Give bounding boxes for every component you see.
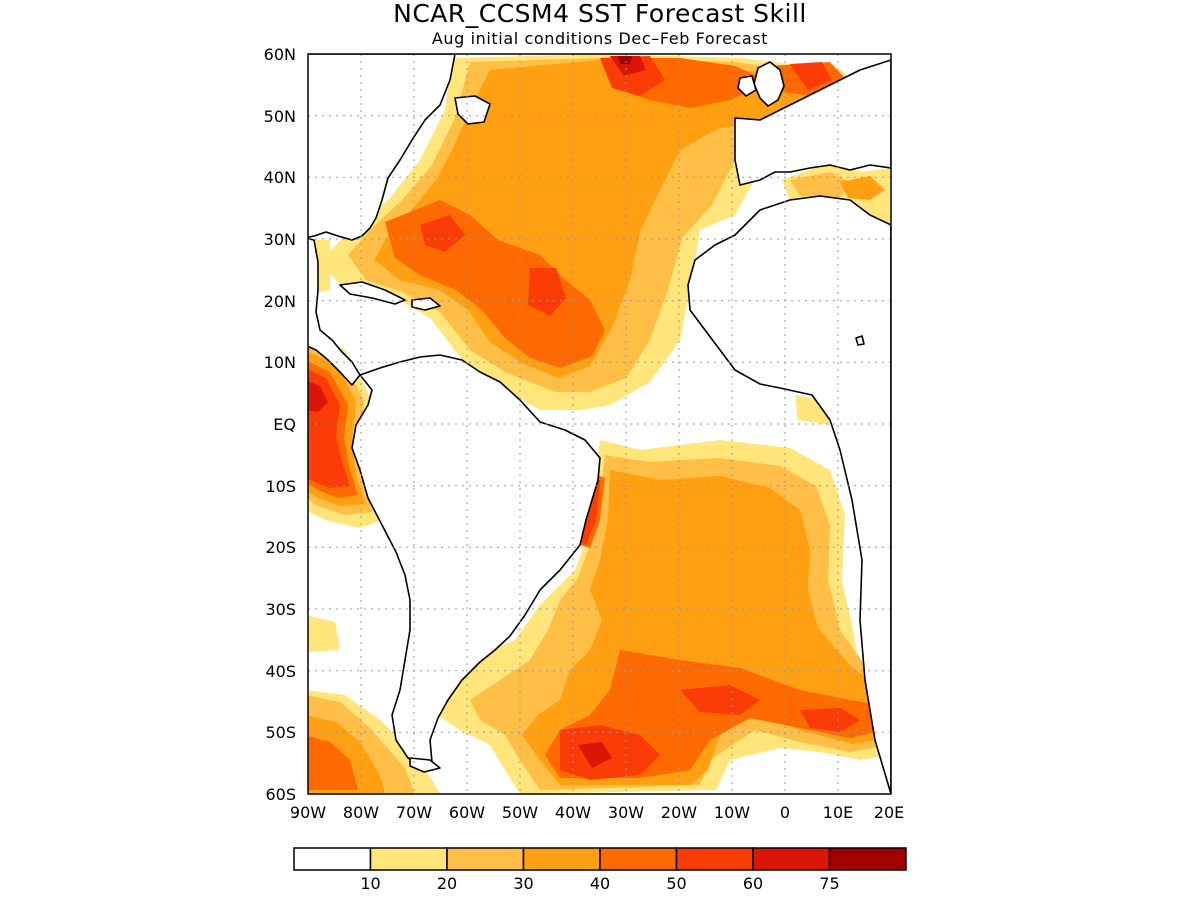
lon-tick-label: 40W	[555, 803, 591, 822]
colorbar-swatch-40	[599, 847, 678, 871]
colorbar-label: 40	[590, 874, 610, 893]
colorbar-label: 50	[666, 874, 686, 893]
ireland	[737, 75, 757, 97]
skill-level-60	[308, 56, 646, 768]
lat-tick-label: 10N	[264, 353, 296, 372]
canary-islands	[855, 335, 865, 346]
colorbar-swatch-75	[828, 847, 907, 871]
lat-tick-label: 30N	[264, 230, 296, 249]
lat-tick-label: 10S	[265, 477, 296, 496]
figure-title: NCAR_CCSM4 SST Forecast Skill	[393, 0, 807, 28]
lat-tick-label: 20N	[264, 292, 296, 311]
figure-subtitle: Aug initial conditions Dec–Feb Forecast	[432, 29, 768, 48]
skill-level-75	[618, 56, 632, 64]
lat-tick-label: 40N	[264, 168, 296, 187]
colorbar-swatch-20	[446, 847, 525, 871]
colorbar-swatch-10	[369, 847, 448, 871]
map-plot-area	[308, 54, 891, 794]
europe-landmass	[734, 59, 891, 186]
map-frame	[307, 53, 892, 795]
colorbar-label: 20	[437, 874, 457, 893]
lon-tick-label: 80W	[343, 803, 379, 822]
lat-tick-label: 50S	[265, 723, 296, 742]
lon-tick-label: 60W	[449, 803, 485, 822]
lon-tick-label: 20W	[661, 803, 697, 822]
lat-tick-label: EQ	[273, 415, 296, 434]
lon-tick-label: 0	[780, 803, 790, 822]
lon-tick-label: 20E	[874, 803, 904, 822]
lat-tick-label: 30S	[265, 600, 296, 619]
coastlines	[308, 54, 891, 794]
tierra-del-fuego	[409, 757, 441, 773]
lon-tick-label: 90W	[290, 803, 326, 822]
hispaniola	[411, 297, 441, 311]
north-america-landmass	[308, 54, 456, 241]
lat-tick-label: 50N	[264, 107, 296, 126]
map-gridlines	[308, 54, 891, 794]
lon-tick-label: 10W	[714, 803, 750, 822]
colorbar-swatch-60	[752, 847, 831, 871]
colorbar-label: 60	[743, 874, 763, 893]
lon-tick-label: 10E	[823, 803, 853, 822]
africa-landmass	[687, 195, 891, 794]
colorbar-swatch-0	[293, 847, 372, 871]
newfoundland	[454, 95, 491, 125]
colorbar-swatch-50	[675, 847, 754, 871]
central-america-landmass	[308, 237, 361, 386]
colorbar: 10 20 30 40 50 60 75	[293, 847, 907, 893]
lat-tick-label: 60S	[265, 785, 296, 804]
lat-tick-label: 40S	[265, 662, 296, 681]
lon-tick-label: 50W	[502, 803, 538, 822]
colorbar-label: 10	[360, 874, 380, 893]
lon-axis-labels: 90W 80W 70W 60W 50W 40W 30W 20W 10W 0 10…	[290, 803, 904, 822]
cuba	[339, 281, 406, 305]
colorbar-label: 75	[819, 874, 839, 893]
colorbar-swatch-30	[522, 847, 601, 871]
lat-tick-label: 20S	[265, 538, 296, 557]
colorbar-label: 30	[513, 874, 533, 893]
lon-tick-label: 30W	[608, 803, 644, 822]
lon-tick-label: 70W	[396, 803, 432, 822]
lat-axis-labels: 60N 50N 40N 30N 20N 10N EQ 10S 20S 30S 4…	[264, 45, 296, 804]
lat-tick-label: 60N	[264, 45, 296, 64]
